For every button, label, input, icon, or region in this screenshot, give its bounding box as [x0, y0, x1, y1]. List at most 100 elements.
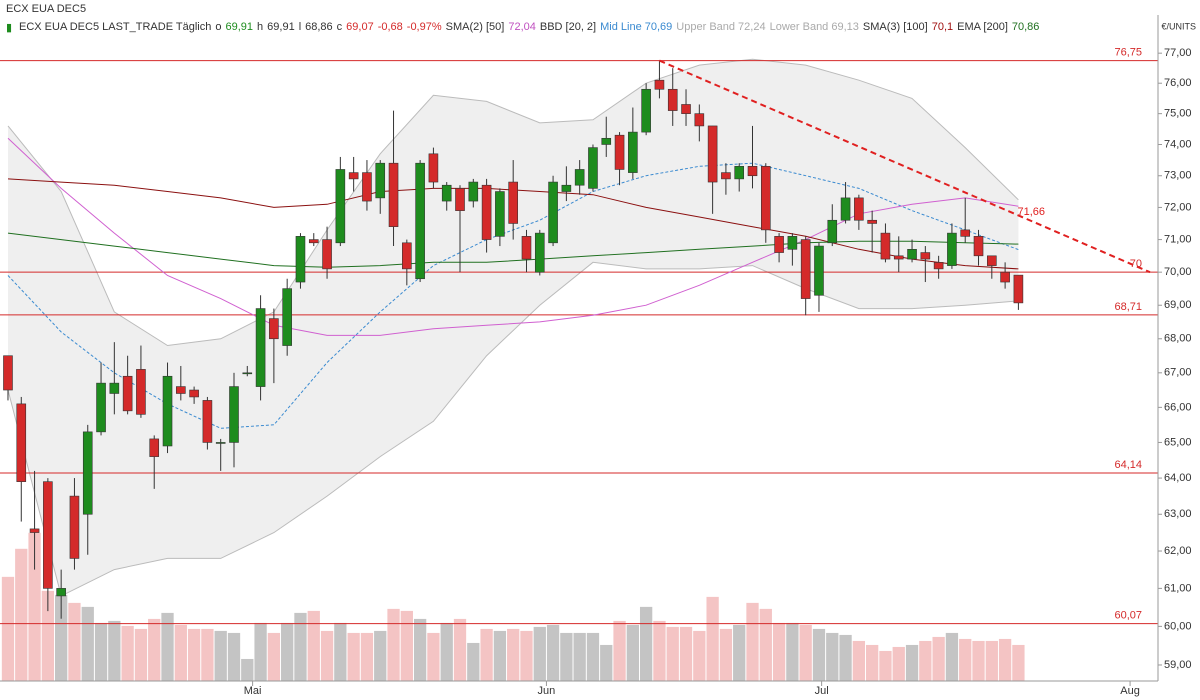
indicator-line	[7, 232, 1019, 268]
volume-bar	[786, 622, 799, 681]
legend-item: l	[298, 21, 302, 33]
volume-bar	[759, 608, 772, 681]
volume-bar	[68, 602, 81, 681]
legend-item: 69,07	[346, 21, 374, 33]
candle-body	[322, 239, 332, 270]
legend-icon: ▮	[6, 22, 13, 34]
volume-bar	[187, 628, 201, 681]
volume-bar	[467, 642, 480, 681]
candle-body	[654, 79, 665, 90]
candle-body	[1013, 274, 1024, 304]
candle-body	[987, 255, 997, 266]
y-tick-label: 60,00	[1164, 620, 1192, 632]
candle-body	[907, 249, 917, 260]
candle-body	[601, 137, 612, 145]
candle-body	[707, 125, 718, 183]
trendline	[659, 59, 1151, 274]
candle-body	[282, 288, 292, 346]
volume-bar	[879, 650, 892, 681]
y-tick-label: 65,00	[1164, 436, 1192, 448]
candle-body	[721, 172, 731, 180]
legend-item: Upper Band 72,24	[676, 21, 766, 33]
volume-bar	[334, 622, 347, 681]
volume-bar	[799, 624, 812, 681]
candle-body	[574, 169, 585, 186]
level-label: 70	[1130, 258, 1142, 270]
x-tick-label: Aug	[1120, 685, 1140, 697]
candle-body	[840, 197, 851, 221]
volume-bar	[998, 638, 1012, 681]
x-tick-label: Jun	[538, 685, 556, 697]
candle-body	[880, 232, 891, 260]
y-tick-label: 74,00	[1164, 138, 1192, 150]
candle-body	[109, 382, 120, 394]
volume-bar	[281, 622, 294, 681]
candle-body	[481, 184, 492, 240]
volume-bar	[121, 625, 134, 681]
volume-bar	[852, 640, 866, 681]
volume-bar	[507, 628, 520, 681]
candle-body	[362, 172, 372, 202]
band-upper	[7, 58, 1019, 347]
candle-body	[534, 232, 545, 273]
volume-bar	[666, 626, 679, 681]
y-tick-label: 64,00	[1164, 472, 1192, 484]
candle-body	[388, 162, 399, 227]
legend-item: ECX EUA DEC5 LAST_TRADE Täglich	[19, 21, 212, 33]
volume-bar	[653, 620, 666, 681]
volume-bar	[307, 610, 320, 681]
trendline-label: 71,66	[1017, 206, 1045, 218]
candle-body	[867, 219, 877, 224]
legend-item: Mid Line 70,69	[600, 21, 673, 33]
volume-bar	[945, 632, 959, 681]
volume-bar	[201, 628, 214, 681]
volume-bar	[347, 632, 360, 681]
y-tick-label: 67,00	[1164, 367, 1192, 379]
volume-bar	[41, 590, 55, 681]
y-tick-label: 77,00	[1164, 47, 1192, 59]
volume-bar	[573, 632, 586, 681]
volume-bar	[427, 632, 440, 681]
legend-item: 69,91	[267, 21, 295, 33]
plot-area	[0, 58, 1158, 681]
candle-body	[960, 229, 971, 237]
legend-item: EMA [200]	[957, 21, 1008, 33]
candle-body	[681, 104, 691, 114]
volume-bar	[985, 640, 998, 681]
candle-body	[694, 113, 705, 127]
y-tick-label: 70,00	[1164, 266, 1192, 278]
level-label: 64,14	[1114, 459, 1142, 471]
candle-body	[162, 375, 173, 447]
volume-bar	[174, 624, 187, 681]
legend: ▮ ECX EUA DEC5 LAST_TRADE Täglich o 69,91 h 6…	[6, 21, 1039, 34]
volume-bar	[772, 622, 786, 681]
candle-body	[827, 219, 838, 244]
volume-bar	[733, 624, 746, 681]
band-fill	[7, 59, 1019, 596]
candle-body	[787, 236, 798, 250]
volume-bar	[108, 620, 121, 681]
candle-body	[189, 389, 199, 398]
candle-body	[56, 588, 66, 597]
volume-bar	[719, 628, 733, 681]
candle-body	[747, 166, 758, 177]
candle-body	[149, 438, 160, 457]
volume-bar	[480, 628, 493, 681]
x-tick-label: Mai	[244, 685, 262, 697]
candle-body	[402, 242, 412, 270]
legend-item: SMA(2) [50]	[445, 21, 505, 33]
volume-bar	[374, 630, 387, 681]
candle-body	[428, 153, 439, 183]
volume-bar	[693, 630, 706, 681]
volume-bar	[586, 632, 600, 681]
unit-label: €/UNITS	[1161, 21, 1196, 31]
legend-item: BBD [20, 2]	[539, 21, 597, 33]
legend-item: h	[257, 21, 264, 33]
candle-body	[933, 262, 944, 270]
volume-bar	[214, 630, 227, 681]
candle-body	[973, 236, 984, 257]
candle-body	[215, 442, 226, 444]
candle-body	[375, 162, 386, 199]
volume-bar	[972, 640, 985, 681]
